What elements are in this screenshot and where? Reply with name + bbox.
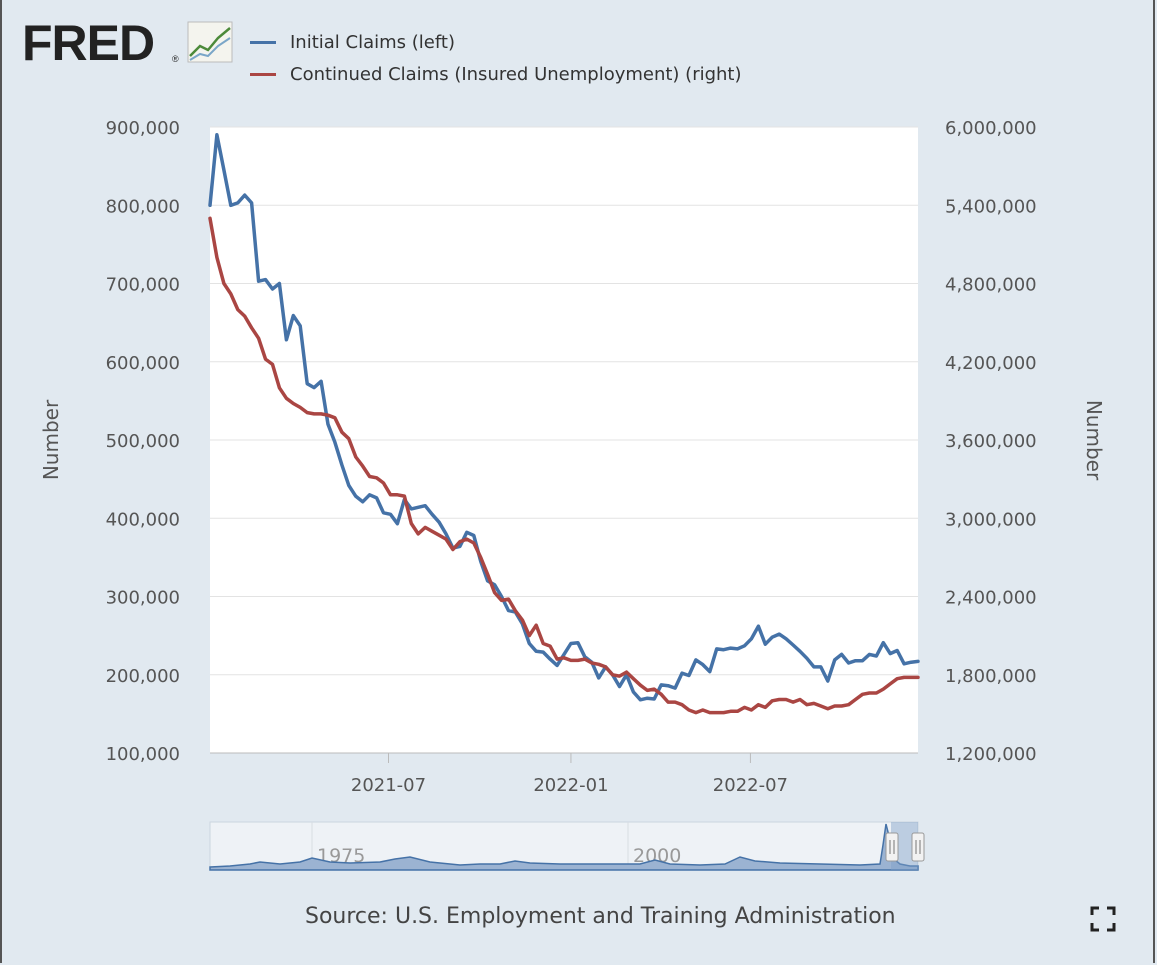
x-axis-tick-label: 2021-07: [351, 775, 426, 796]
x-axis-tick-label: 2022-07: [713, 775, 788, 796]
left-axis-tick-label: 900,000: [106, 118, 180, 139]
fullscreen-icon[interactable]: [1090, 906, 1116, 932]
range-navigator[interactable]: 1975 2000: [209, 821, 925, 871]
legend-label: Continued Claims (Insured Unemployment) …: [290, 63, 742, 85]
legend-swatch: [250, 40, 276, 44]
source-note: Source: U.S. Employment and Training Adm…: [305, 904, 896, 929]
grid-lines: [210, 126, 918, 754]
right-axis-tick-label: 1,200,000: [945, 744, 1037, 765]
fred-logo-graphic: FRED ®: [22, 15, 233, 71]
left-axis-tick-label: 200,000: [106, 666, 180, 687]
right-axis-tick-label: 3,600,000: [945, 431, 1037, 452]
line-chart-icon: [187, 21, 233, 63]
right-axis-tick-label: 3,000,000: [945, 509, 1037, 530]
legend-item-continued-claims[interactable]: Continued Claims (Insured Unemployment) …: [250, 58, 742, 90]
right-axis-tick-label: 4,200,000: [945, 353, 1037, 374]
right-axis-tick-label: 4,800,000: [945, 275, 1037, 296]
right-axis-tick-label: 2,400,000: [945, 588, 1037, 609]
navigator-left-handle[interactable]: [885, 832, 899, 862]
chart-legend: Initial Claims (left) Continued Claims (…: [250, 26, 742, 90]
right-axis-ticks: 1,200,000 1,800,000 2,400,000 3,000,000 3,60…: [945, 118, 1037, 765]
x-axis-tick-label: 2022-01: [533, 775, 608, 796]
right-axis-tick-label: 1,800,000: [945, 666, 1037, 687]
right-axis-tick-label: 6,000,000: [945, 118, 1037, 139]
left-axis-title: Number: [39, 399, 63, 480]
left-axis-tick-label: 100,000: [106, 744, 180, 765]
right-axis-title: Number: [1082, 400, 1106, 481]
registered-mark: ®: [172, 54, 179, 64]
series-lines: [208, 133, 920, 715]
continued-claims-line: [208, 216, 920, 715]
navigator-label: 2000: [633, 845, 681, 867]
left-axis-tick-label: 400,000: [106, 509, 180, 530]
legend-label: Initial Claims (left): [290, 31, 455, 53]
navigator-right-handle[interactable]: [911, 832, 925, 862]
x-axis-ticks: 2021-07 2022-01 2022-07: [351, 753, 788, 796]
left-axis-tick-label: 700,000: [106, 275, 180, 296]
legend-swatch: [250, 72, 276, 76]
left-axis-tick-label: 800,000: [106, 196, 180, 217]
initial-claims-line: [208, 133, 920, 702]
right-axis-tick-label: 5,400,000: [945, 196, 1037, 217]
left-axis-tick-label: 300,000: [106, 588, 180, 609]
left-axis-ticks: 100,000 200,000 300,000 400,000 500,000 600,0…: [106, 118, 180, 765]
left-axis-tick-label: 500,000: [106, 431, 180, 452]
fred-logo-text: FRED: [22, 18, 154, 68]
legend-item-initial-claims[interactable]: Initial Claims (left): [250, 26, 742, 58]
fred-logo[interactable]: FRED ®: [22, 15, 237, 71]
left-axis-tick-label: 600,000: [106, 353, 180, 374]
